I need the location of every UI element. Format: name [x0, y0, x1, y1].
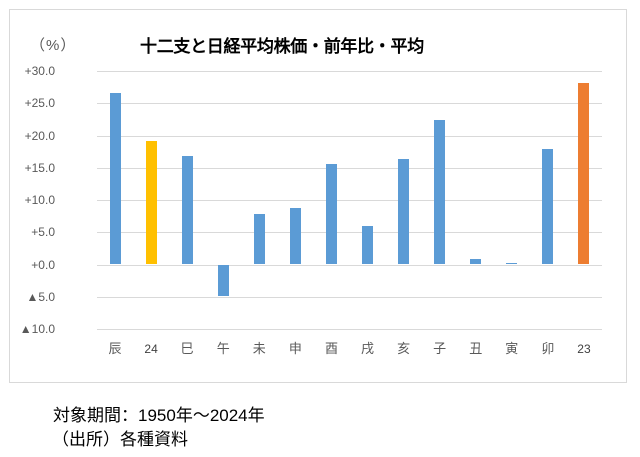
bar-23 — [578, 82, 590, 265]
x-tick-label: 午 — [216, 341, 230, 356]
y-tick-label: +5.0 — [31, 225, 55, 240]
gridline — [97, 103, 602, 105]
gridline — [97, 135, 602, 137]
y-tick-label: +0.0 — [31, 257, 55, 272]
x-tick-label: 24 — [144, 342, 158, 356]
plot-area — [97, 71, 602, 330]
y-tick-label: ▲5.0 — [26, 289, 55, 304]
bar-子 — [434, 120, 446, 265]
y-axis-tick-labels: +30.0 +25.0 +20.0 +15.0 +10.0 +5.0 +0.0 ▲5.0 ▲10… — [0, 0, 55, 457]
x-tick-label: 卯 — [541, 341, 555, 356]
bar-亥 — [398, 159, 410, 265]
x-tick-label: 未 — [252, 341, 266, 356]
bar-寅 — [506, 263, 518, 265]
bar-戌 — [362, 225, 374, 265]
gridline — [97, 200, 602, 201]
footer-source-note: （出所）各種資料 — [52, 430, 188, 449]
x-tick-label: 子 — [433, 341, 447, 356]
bar-巳 — [181, 156, 193, 265]
x-tick-label: 酉 — [324, 341, 338, 356]
bar-申 — [289, 208, 301, 265]
y-tick-label: +15.0 — [24, 160, 55, 175]
x-tick-label: 23 — [577, 342, 591, 356]
x-tick-label: 亥 — [397, 341, 411, 356]
x-tick-label: 巳 — [180, 341, 194, 356]
x-tick-label: 辰 — [108, 341, 122, 356]
gridline — [97, 167, 602, 169]
bar-午 — [217, 264, 229, 297]
gridline — [97, 264, 602, 266]
gridline — [97, 296, 602, 298]
x-tick-label: 戌 — [361, 341, 375, 356]
gridline — [97, 71, 602, 72]
bar-24 — [145, 140, 157, 265]
bar-酉 — [325, 163, 337, 265]
gridline — [97, 329, 602, 330]
bar-卯 — [542, 149, 554, 265]
y-tick-label: +10.0 — [24, 193, 55, 207]
chart-title: 十二支と日経平均株価・前年比・平均 — [140, 37, 424, 56]
footer-period-note: 対象期間：1950年～2024年 — [53, 406, 265, 425]
y-tick-label: +25.0 — [24, 96, 55, 111]
y-tick-label: +20.0 — [24, 128, 55, 143]
bar-丑 — [470, 259, 482, 265]
gridline — [97, 232, 602, 234]
x-tick-label: 丑 — [469, 341, 483, 356]
y-tick-label: +30.0 — [24, 64, 55, 78]
x-tick-label: 申 — [288, 341, 302, 356]
bar-辰 — [109, 92, 121, 265]
y-tick-label: ▲10.0 — [19, 322, 55, 336]
bar-未 — [253, 214, 265, 265]
x-tick-label: 寅 — [505, 341, 519, 356]
y-axis-unit-label: （%） — [30, 37, 77, 54]
